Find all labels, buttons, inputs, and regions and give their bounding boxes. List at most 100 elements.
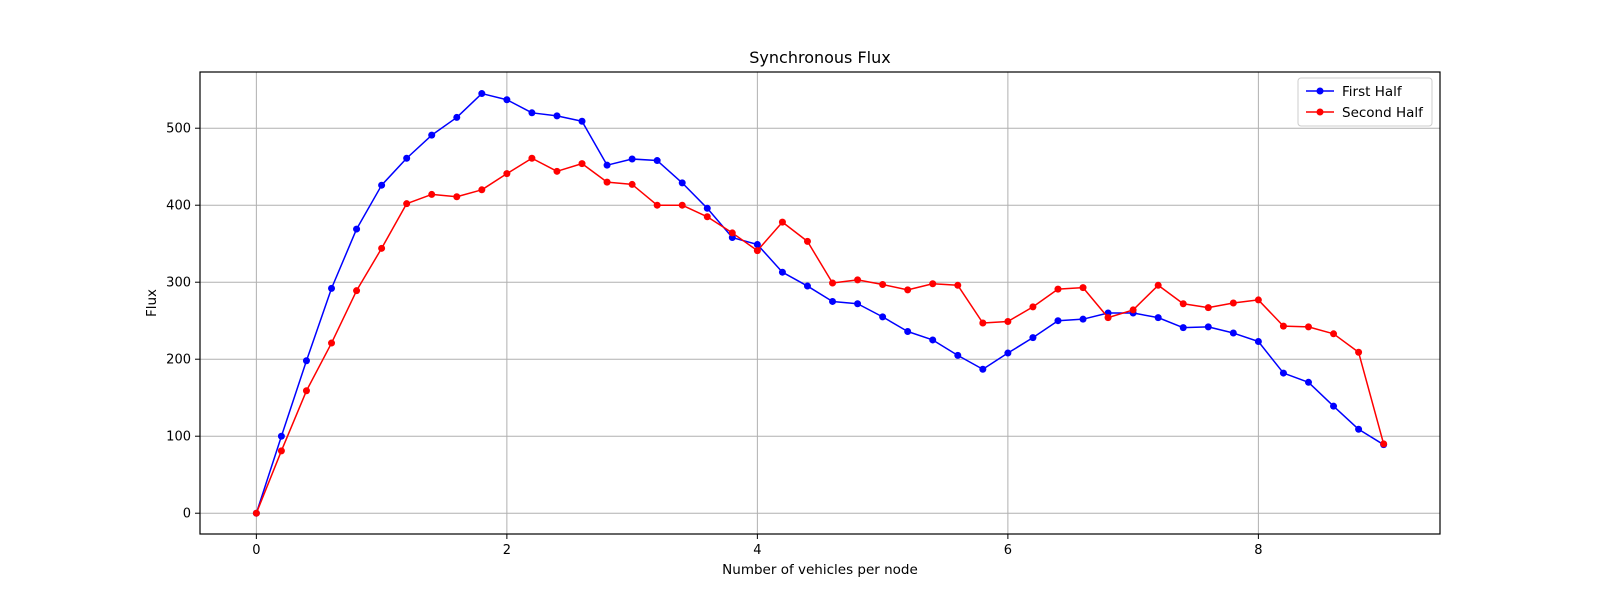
data-point-second-half [979,319,987,327]
data-point-first-half [904,327,912,335]
data-point-first-half [503,96,511,104]
data-point-second-half [1079,284,1087,292]
chart-title: Synchronous Flux [749,48,890,67]
series-second-half [252,154,1388,517]
data-point-second-half [653,201,661,209]
data-point-second-half [1104,314,1112,322]
data-point-second-half [302,387,310,395]
data-point-second-half [1355,348,1363,356]
data-point-first-half [703,204,711,212]
x-axis-label: Number of vehicles per node [722,562,918,578]
legend-label-first-half: First Half [1342,84,1403,100]
data-point-first-half [1079,315,1087,323]
data-point-second-half [328,339,336,347]
data-point-second-half [829,279,837,287]
data-point-second-half [803,237,811,245]
series-first-half [252,90,1388,517]
data-point-second-half [1154,281,1162,289]
data-point-second-half [1279,322,1287,330]
data-point-second-half [879,281,887,289]
y-tick-label: 400 [166,199,191,214]
data-point-first-half [578,117,586,125]
y-axis-label: Flux [144,289,160,317]
data-point-second-half [929,280,937,288]
legend-label-second-half: Second Half [1342,105,1424,121]
data-point-first-half [628,155,636,163]
data-point-second-half [1204,304,1212,312]
data-point-first-half [753,240,761,248]
data-point-second-half [553,167,561,175]
grid [200,72,1440,534]
series-line-second-half [255,157,1385,514]
data-point-first-half [979,365,987,373]
data-point-second-half [603,178,611,186]
data-point-second-half [703,213,711,221]
data-point-first-half [1029,334,1037,342]
data-point-second-half [778,218,786,226]
series-layer [252,90,1388,517]
data-point-second-half [578,160,586,168]
data-point-first-half [1279,369,1287,377]
data-point-first-half [1304,378,1312,386]
data-point-first-half [302,357,310,365]
data-point-first-half [277,432,285,440]
data-point-first-half [353,225,361,233]
data-point-second-half [277,447,285,455]
data-point-second-half [628,180,636,188]
data-point-first-half [1004,349,1012,357]
data-point-first-half [829,297,837,305]
data-point-first-half [1254,338,1262,345]
data-point-second-half [904,286,912,294]
data-point-second-half [453,193,461,201]
data-point-second-half [403,200,411,208]
data-point-first-half [954,351,962,359]
x-tick-label: 0 [252,543,260,558]
data-point-second-half [728,229,736,237]
x-tick-label: 8 [1254,543,1262,558]
y-tick-label: 0 [183,507,191,522]
data-point-second-half [528,154,536,162]
y-tick-label: 200 [166,353,191,368]
data-point-first-half [603,161,611,169]
data-point-second-half [1330,330,1338,338]
data-point-second-half [1304,323,1312,331]
data-point-second-half [1179,300,1187,308]
data-point-second-half [478,186,486,194]
data-point-first-half [879,313,887,321]
data-point-first-half [1179,324,1187,332]
data-point-second-half [1004,317,1012,325]
data-point-second-half [428,190,436,198]
data-point-first-half [528,109,536,117]
data-point-second-half [353,287,361,295]
data-point-first-half [478,90,486,98]
data-point-first-half [428,131,436,139]
legend-box [1297,77,1433,127]
data-point-first-half [453,113,461,121]
data-point-first-half [1355,425,1363,433]
data-point-second-half [854,276,862,284]
data-point-first-half [1054,317,1062,325]
data-point-second-half [1129,306,1137,314]
data-point-first-half [854,300,862,308]
data-point-second-half [678,201,686,209]
data-point-first-half [403,154,411,162]
data-point-first-half [1204,323,1212,331]
data-point-first-half [778,268,786,276]
data-point-first-half [328,284,336,292]
plot-area-frame [199,71,1441,535]
legend-marker-first-half [1316,87,1324,95]
x-tick-label: 6 [1004,543,1012,558]
data-point-first-half [1330,402,1338,410]
data-point-first-half [653,157,661,165]
data-point-first-half [1154,314,1162,322]
x-tick-label: 2 [503,543,511,558]
data-point-second-half [378,244,386,252]
data-point-first-half [553,112,561,120]
series-line-first-half [255,92,1385,514]
data-point-second-half [1229,299,1237,307]
y-tick-label: 300 [166,276,191,291]
data-point-second-half [252,509,260,517]
data-point-first-half [803,282,811,290]
legend-marker-second-half [1316,108,1324,116]
